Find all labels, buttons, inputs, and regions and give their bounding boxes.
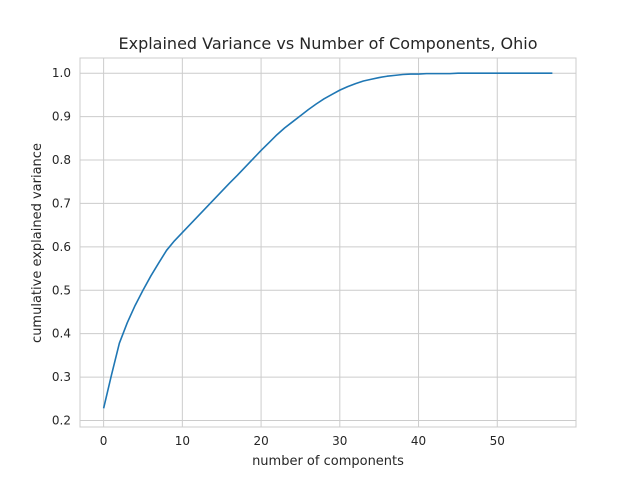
series-line bbox=[102, 72, 553, 409]
y-tick-label: 0.8 bbox=[52, 153, 71, 167]
tick-label-layer: 0 10 20 30 40 50 0.2 0.3 0.4 0.5 0.6 0.7 0.8 0.9 1.0 bbox=[52, 66, 505, 448]
y-tick-label: 0.4 bbox=[52, 327, 71, 341]
plot-area-frame bbox=[79, 57, 577, 428]
y-tick-label: 1.0 bbox=[52, 66, 71, 80]
y-tick-label: 0.5 bbox=[52, 283, 71, 297]
chart-title: Explained Variance vs Number of Componen… bbox=[119, 34, 538, 53]
x-tick-label: 30 bbox=[332, 434, 347, 448]
grid-layer bbox=[80, 58, 576, 427]
x-tick-label: 10 bbox=[175, 434, 190, 448]
x-tick-label: 50 bbox=[490, 434, 505, 448]
x-tick-label: 0 bbox=[100, 434, 108, 448]
y-axis-label: cumulative explained variance bbox=[30, 143, 45, 343]
y-tick-label: 0.7 bbox=[52, 196, 71, 210]
y-tick-label: 0.3 bbox=[52, 370, 71, 384]
x-tick-label: 20 bbox=[253, 434, 268, 448]
y-tick-label: 0.2 bbox=[52, 413, 71, 427]
x-tick-label: 40 bbox=[411, 434, 426, 448]
y-tick-label: 0.9 bbox=[52, 110, 71, 124]
x-axis-label: number of components bbox=[252, 454, 404, 469]
y-tick-label: 0.6 bbox=[52, 240, 71, 254]
